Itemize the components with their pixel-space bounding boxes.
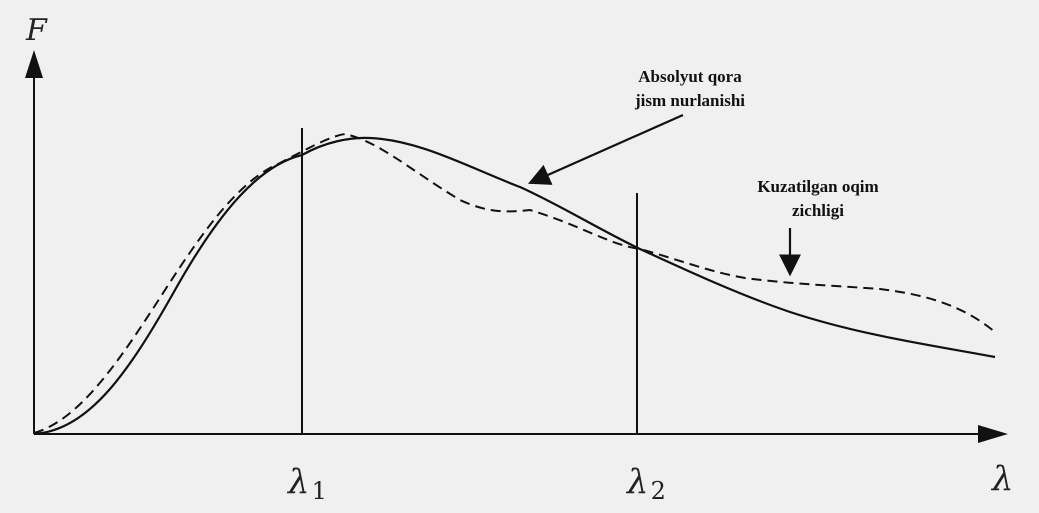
x-axis-arrow-icon [978,425,1008,443]
x-axis-label: λ [990,459,1014,499]
y-axis-label: F [25,13,48,48]
blackbody-annotation-line2: jism nurlanishi [634,91,745,110]
lambda1-label: λ1 [286,462,327,505]
lambda1-subscript: 1 [312,477,327,505]
blackbody-curve [33,136,996,436]
lambda2-label: λ2 [625,462,666,505]
observed-annotation-line2: zichligi [792,201,844,220]
blackbody-arrow [527,113,684,185]
lambda1-symbol: λ [286,462,310,502]
lambda2-subscript: 2 [651,477,666,505]
observed-flux-curve [33,132,996,434]
y-axis-arrow-icon [25,50,43,78]
blackbody-annotation-line1: Absolyut qora [638,67,742,86]
lambda2-symbol: λ [625,462,649,502]
observed-annotation-line1: Kuzatilgan oqim [757,177,878,196]
